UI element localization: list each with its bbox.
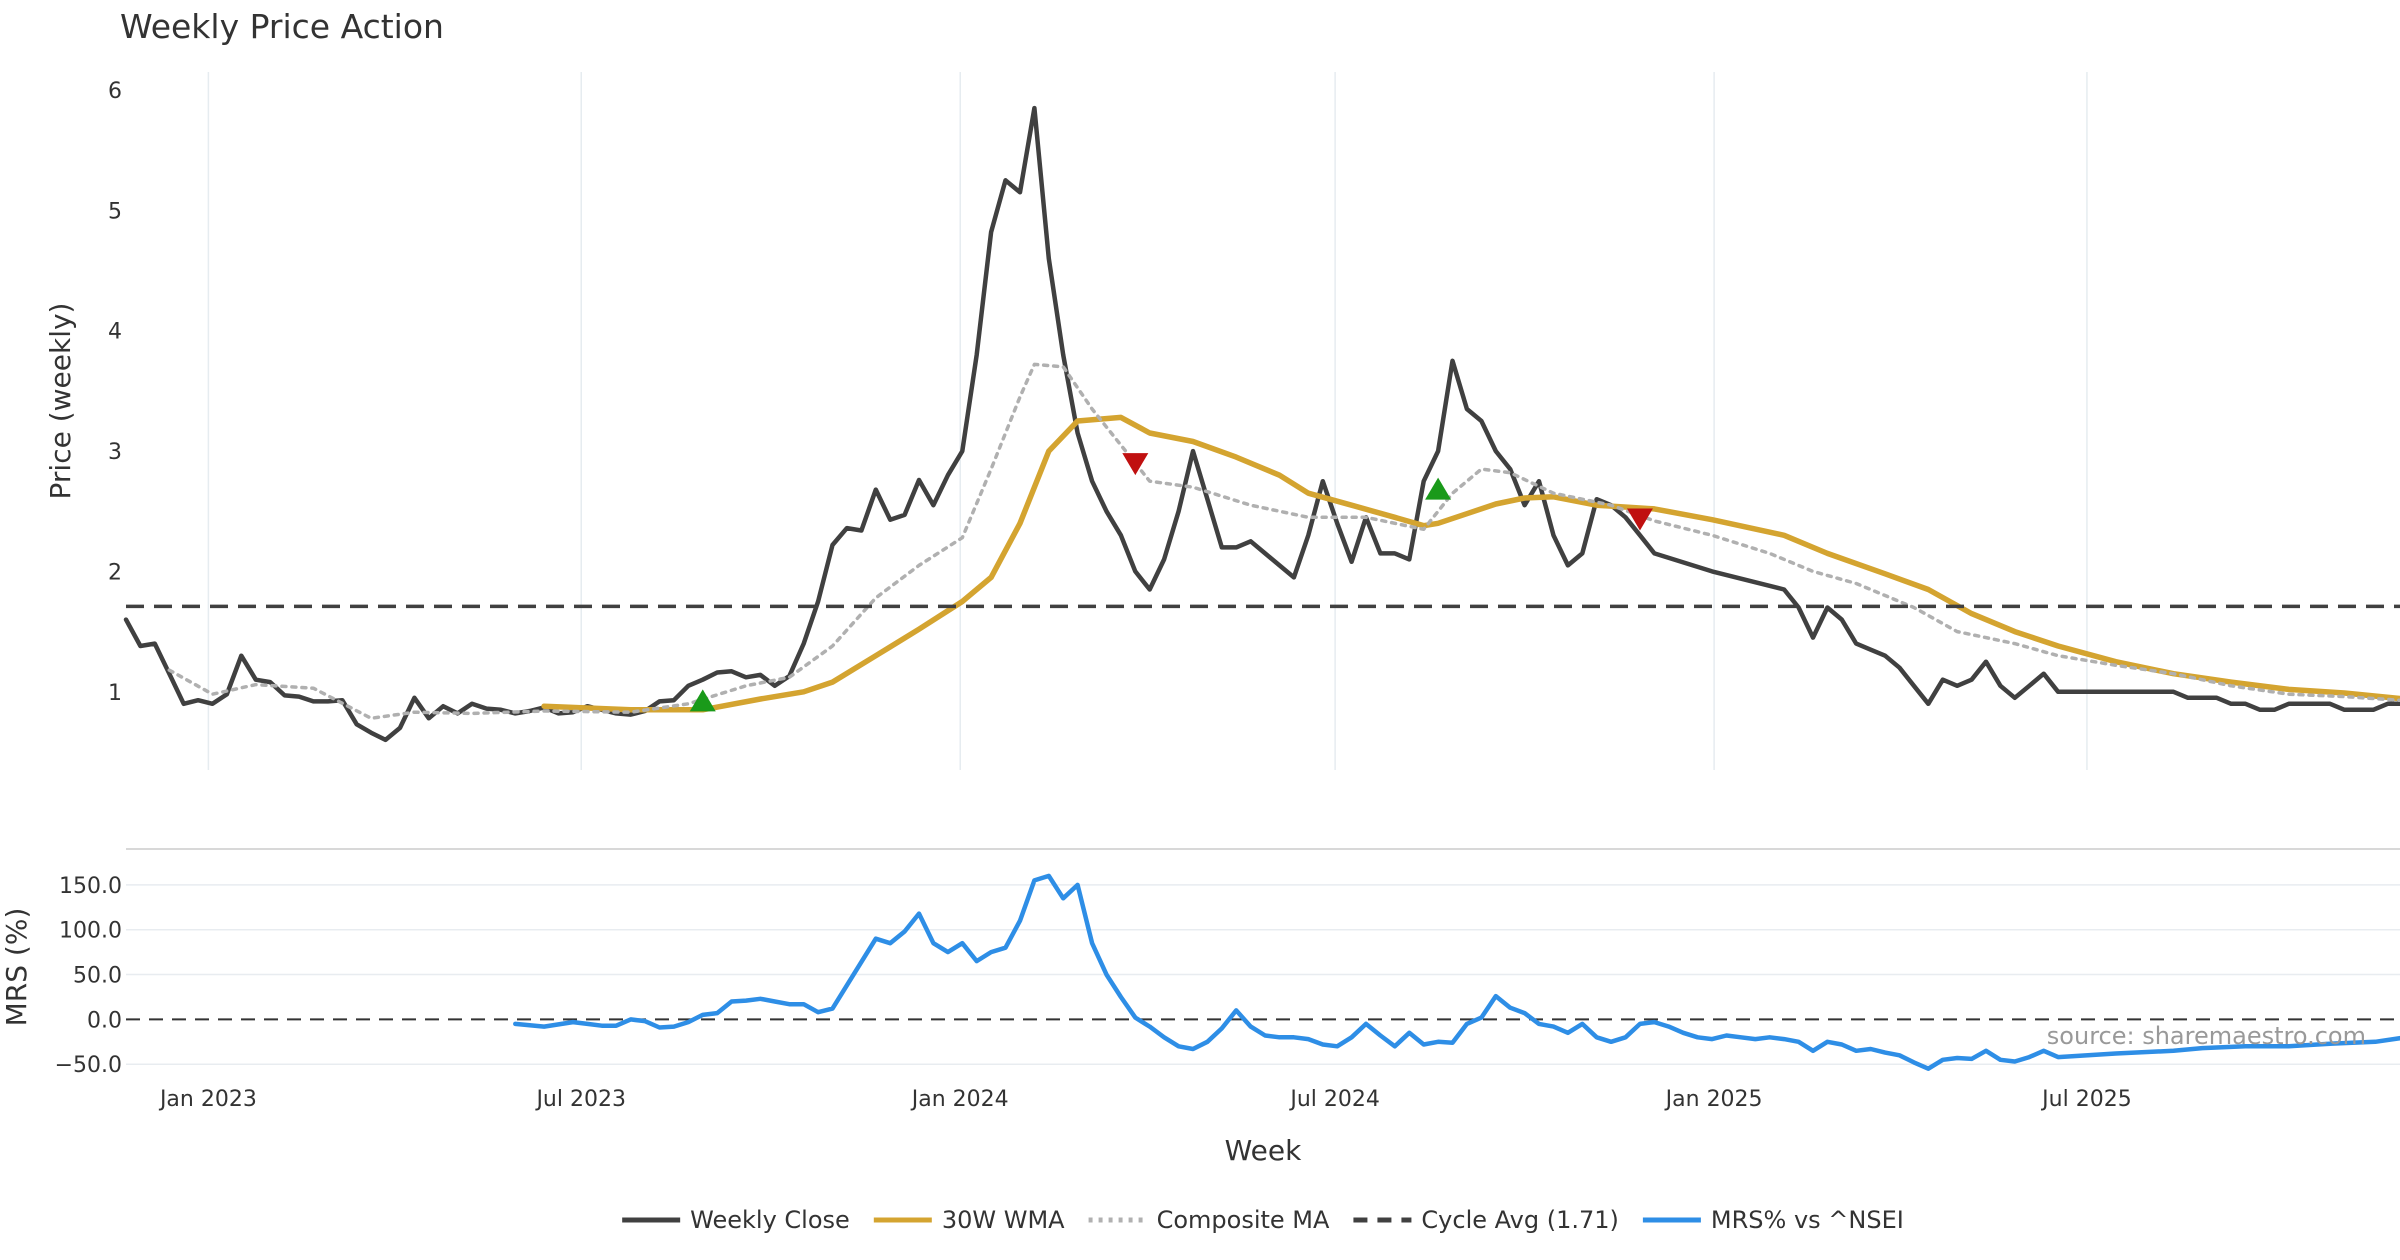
series-weekly-close: [123, 105, 2400, 743]
price-panel: 1 2 3 4 5 6 Price (weekly): [44, 72, 2400, 770]
price-vertical-grid: [207, 72, 2088, 770]
legend-label: Weekly Close: [690, 1206, 850, 1234]
legend-label: Composite MA: [1157, 1206, 1330, 1234]
buy-signal-marker-0: [689, 689, 716, 712]
mrs-horizontal-grid: [126, 884, 2400, 1065]
legend-item: Composite MA: [1088, 1206, 1330, 1234]
legend-label: 30W WMA: [942, 1206, 1065, 1234]
sell-signal-marker-3: [1626, 508, 1653, 531]
price-y-axis-label: Price (weekly): [44, 303, 77, 500]
x-tick: Jan 2024: [910, 1087, 1009, 1112]
x-axis-ticks: Jan 2023 Jul 2023 Jan 2024 Jul 2024 Jan 2025…: [158, 1087, 2132, 1112]
price-y-tick: 2: [108, 560, 122, 585]
chart-title: Weekly Price Action: [120, 7, 444, 46]
legend-label: MRS% vs ^NSEI: [1711, 1206, 1904, 1234]
mrs-y-ticks: 150.0 100.0 50.0 0.0 −50.0: [55, 874, 122, 1078]
legend-item: Weekly Close: [622, 1206, 850, 1234]
x-tick: Jan 2023: [158, 1087, 257, 1112]
series-composite-ma: [167, 362, 2400, 721]
price-y-ticks: 1 2 3 4 5 6: [108, 79, 122, 706]
x-tick: Jul 2025: [2040, 1087, 2132, 1112]
x-tick: Jan 2025: [1664, 1087, 1763, 1112]
x-axis-label: Week: [1225, 1134, 1302, 1167]
legend-item: MRS% vs ^NSEI: [1642, 1206, 1904, 1234]
price-y-tick: 4: [108, 320, 122, 345]
x-tick: Jul 2023: [534, 1087, 626, 1112]
series-mrs-vs-nsei: [513, 873, 2400, 1071]
price-y-tick: 3: [108, 440, 122, 465]
mrs-y-tick: 150.0: [59, 874, 122, 899]
mrs-series-group: [513, 873, 2400, 1071]
mrs-y-tick: 50.0: [73, 964, 122, 989]
legend-label: Cycle Avg (1.71): [1421, 1206, 1618, 1234]
legend-item: Cycle Avg (1.71): [1353, 1206, 1619, 1234]
buy-signal-marker-2: [1425, 477, 1452, 500]
series-30w-wma: [541, 414, 2400, 713]
legend-item: 30W WMA: [873, 1206, 1065, 1234]
source-credit: source: sharemaestro.com: [2047, 1022, 2366, 1050]
price-series-group: [123, 105, 2400, 743]
price-y-tick: 6: [108, 79, 122, 104]
mrs-y-tick: −50.0: [55, 1053, 122, 1078]
mrs-y-tick: 0.0: [87, 1008, 122, 1033]
price-y-tick: 5: [108, 199, 122, 224]
signal-markers: [689, 453, 1653, 712]
mrs-y-axis-label: MRS (%): [0, 908, 33, 1027]
sell-signal-marker-1: [1122, 453, 1149, 476]
price-y-tick: 1: [108, 681, 122, 706]
mrs-y-tick: 100.0: [59, 919, 122, 944]
legend: Weekly Close 30W WMA Composite MA Cycle Avg…: [622, 1206, 1904, 1234]
x-tick: Jul 2024: [1288, 1087, 1380, 1112]
